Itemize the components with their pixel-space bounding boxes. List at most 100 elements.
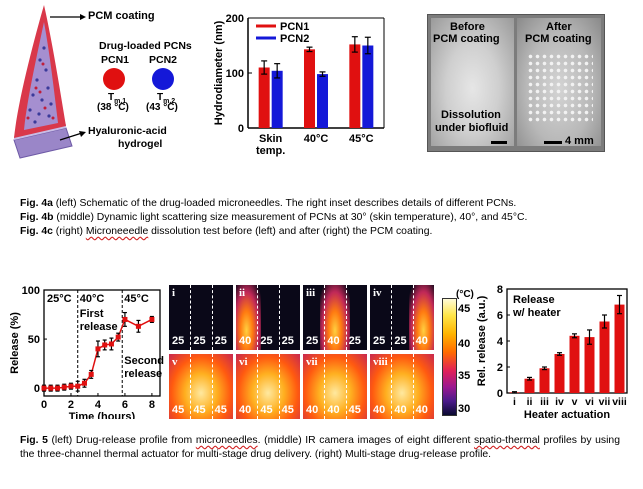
bar [584,337,595,393]
y-tick-label: 100 [226,68,244,80]
data-point [108,341,114,347]
x-tick-label: 40°C [304,133,329,145]
bar [554,354,565,393]
x-tick-label: vi [585,396,594,408]
bar [539,368,550,393]
bar-pcn2 [362,45,374,128]
scale-bar-right [544,141,562,144]
x-tick-label: 45°C [349,133,374,145]
fig4b-text: (middle) Dynamic light scattering size m… [53,212,528,223]
ir-temp-value: 25 [214,335,227,347]
y-tick-label: 0 [34,383,40,395]
bar [569,335,580,393]
heater-divider [190,285,192,350]
plot-frame [43,289,161,397]
data-point [122,316,128,322]
drug-dots [28,46,53,124]
data-point [54,385,60,391]
bar [599,321,610,393]
ir-temp-value: 45 [260,404,273,416]
pcn2-label: PCN2 [149,54,178,66]
data-point [75,383,81,389]
x-tick-label: temp. [256,145,285,157]
heater-divider [345,285,347,350]
heater-divider [324,354,326,419]
y-tick-label: 0 [497,388,503,400]
ir-panel-vi: vi 40 45 45 [236,354,300,419]
bar-pcn2 [271,70,283,128]
bar-pcn2 [317,74,328,128]
data-point [68,383,74,389]
y-tick-label: 8 [497,284,503,296]
heater-divider [278,285,280,350]
colorbar-40: 40 [458,338,471,350]
stage-label-25: 25°C [47,293,72,305]
ir-temp-value: 40 [306,404,319,416]
x-tick-label: iii [540,396,549,408]
bar [614,304,625,393]
data-point [48,385,54,391]
before-label-1: Before [450,21,485,33]
ir-temp-value: 45 [281,404,294,416]
data-point [149,316,155,322]
y-tick-label: 6 [497,310,503,322]
x-axis-label: Heater actuation [524,409,610,421]
ir-panel-label: vi [239,356,248,368]
x-tick-label: ii [527,396,533,408]
ir-temp-value: 25 [394,335,407,347]
ir-panel-vii: vii 40 40 45 [303,354,367,419]
ir-temp-value: 40 [327,335,340,347]
dissolution-label-1: Dissolution [441,109,501,121]
stage-label-45: 45°C [124,293,149,305]
data-point [61,384,67,390]
ir-panel-label: ii [239,287,246,299]
data-point [81,380,87,386]
tm2-value: (43 °C) [146,102,178,113]
legend-label-pcn2: PCN2 [280,33,309,45]
x-tick-label: vii [599,396,611,408]
ir-panel-label: iv [373,287,382,299]
heater-divider [257,285,259,350]
x-tick-label: 8 [149,399,155,411]
ir-temp-value: 25 [281,335,294,347]
fig5-release-chart: 0 50 100 0 2 4 6 8 Time (hours) Release (%) 25°C 40… [9,285,164,419]
heater-divider [324,285,326,350]
fig5-misspelled-word-2: spatio-thermal [474,435,540,446]
ir-temp-value: 45 [172,404,185,416]
ir-temp-value: 40 [239,335,252,347]
bar [524,378,535,393]
data-point [102,342,108,348]
fig4c-tag: Fig. 4c [20,226,53,237]
ir-panel-label: iii [306,287,316,299]
ir-panel-label: v [172,356,178,368]
ir-temp-value: 40 [373,404,386,416]
heater-divider [412,285,414,350]
hydrogel-arrow [59,132,83,141]
drug-loaded-label: Drug-loaded PCNs [99,40,192,52]
y-tick-label: 100 [22,285,40,297]
data-point [135,323,141,329]
heater-divider [257,354,259,419]
fig4a-text: (left) Schematic of the drug-loaded micr… [52,198,517,209]
needle-core [24,22,58,130]
hydrogel-label-1: Hyaluronic-acid [88,125,167,137]
colorbar-unit: (°C) [456,289,474,300]
y-tick-label: 0 [238,123,244,135]
pcn1-particle [103,68,125,90]
second-release-label: Second [124,355,164,367]
fig4a-tag: Fig. 4a [20,198,53,209]
bar-pcn1 [304,49,315,128]
first-release-label: First [80,308,104,320]
y-axis-label: Rel. release (a.u.) [476,295,488,386]
ir-temp-value: 25 [193,335,206,347]
fig5-misspelled-word-1: microneedles [195,435,258,446]
scale-bar-left [491,141,507,144]
colorbar-35: 35 [458,370,471,382]
fig4a-caption: Fig. 4a (left) Schematic of the drug-loa… [20,197,516,210]
fig5-caption: Fig. 5 (left) Drug-release profile from … [20,435,620,460]
tm2-label: Tm,2 [157,92,176,105]
heater-divider [190,354,192,419]
fig4b-tag: Fig. 4b [20,212,54,223]
x-tick-label: 0 [41,399,47,411]
